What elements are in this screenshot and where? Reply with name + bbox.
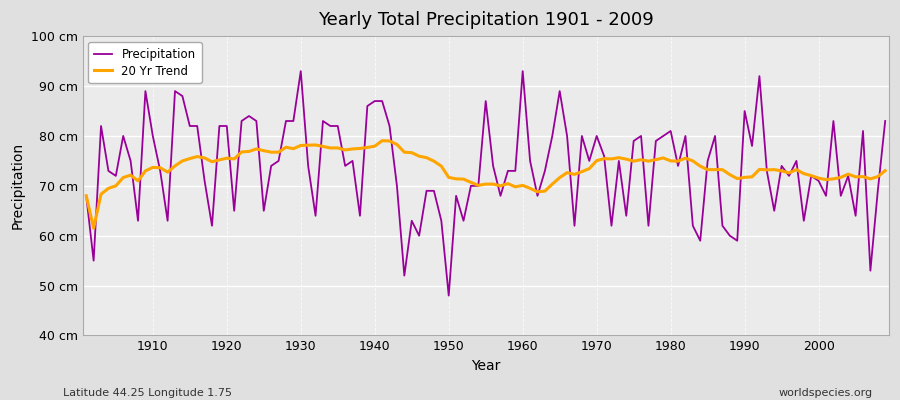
X-axis label: Year: Year	[471, 359, 500, 373]
20 Yr Trend	[88, 226, 99, 231]
Precipitation	[880, 119, 891, 124]
20 Yr Trend	[355, 146, 365, 151]
Precipitation	[310, 213, 321, 218]
Precipitation	[81, 194, 92, 198]
Precipitation	[525, 158, 535, 163]
20 Yr Trend	[525, 186, 535, 191]
Line: 20 Yr Trend: 20 Yr Trend	[86, 141, 886, 228]
20 Yr Trend	[621, 157, 632, 162]
Y-axis label: Precipitation: Precipitation	[11, 142, 25, 230]
Text: Latitude 44.25 Longitude 1.75: Latitude 44.25 Longitude 1.75	[63, 388, 232, 398]
Precipitation	[355, 213, 365, 218]
Line: Precipitation: Precipitation	[86, 71, 886, 296]
20 Yr Trend	[377, 138, 388, 143]
20 Yr Trend	[532, 190, 543, 194]
Precipitation	[140, 89, 151, 94]
Precipitation	[532, 194, 543, 198]
20 Yr Trend	[880, 168, 891, 173]
Precipitation	[444, 293, 454, 298]
Precipitation	[295, 69, 306, 74]
20 Yr Trend	[310, 142, 321, 147]
20 Yr Trend	[148, 165, 158, 170]
Legend: Precipitation, 20 Yr Trend: Precipitation, 20 Yr Trend	[88, 42, 202, 84]
20 Yr Trend	[81, 194, 92, 198]
Precipitation	[621, 213, 632, 218]
Title: Yearly Total Precipitation 1901 - 2009: Yearly Total Precipitation 1901 - 2009	[318, 11, 653, 29]
Text: worldspecies.org: worldspecies.org	[778, 388, 873, 398]
